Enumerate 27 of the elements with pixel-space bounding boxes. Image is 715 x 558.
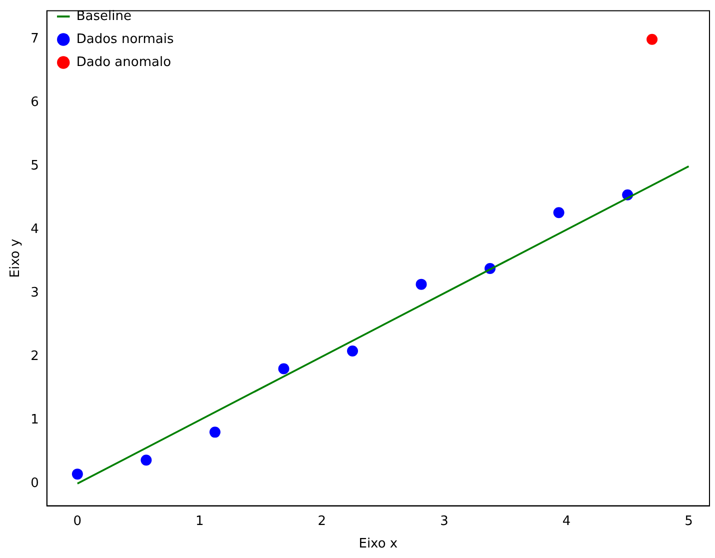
legend-label: Dados normais [76,32,174,47]
x-tick-label: 2 [318,514,326,529]
y-tick-label: 1 [30,412,39,428]
x-tick-label: 4 [562,514,571,529]
point [553,207,564,218]
x-tick-label: 1 [196,514,204,529]
point [416,278,427,290]
y-tick-label: 2 [30,349,39,364]
point [209,426,220,438]
y-tick-label: 5 [30,158,39,174]
point [140,454,152,466]
x-tick-label: 5 [684,514,693,529]
y-axis-title: Eixo y [8,238,24,278]
point [347,345,358,356]
point [278,363,290,374]
point [72,468,83,480]
x-axis-title: Eixo x [358,536,398,552]
y-tick-label: 0 [30,476,39,491]
y-tick-label: 6 [30,95,39,110]
y-tick-label: 3 [30,286,39,301]
y-tick-label: 4 [30,222,39,238]
x-tick-label: 0 [73,514,82,529]
x-tick-label: 3 [440,514,448,529]
y-tick-label: 7 [30,32,39,47]
legend-label: Dado anomalo [76,54,172,70]
point [646,34,658,45]
legend-label: Baseline [76,8,132,24]
